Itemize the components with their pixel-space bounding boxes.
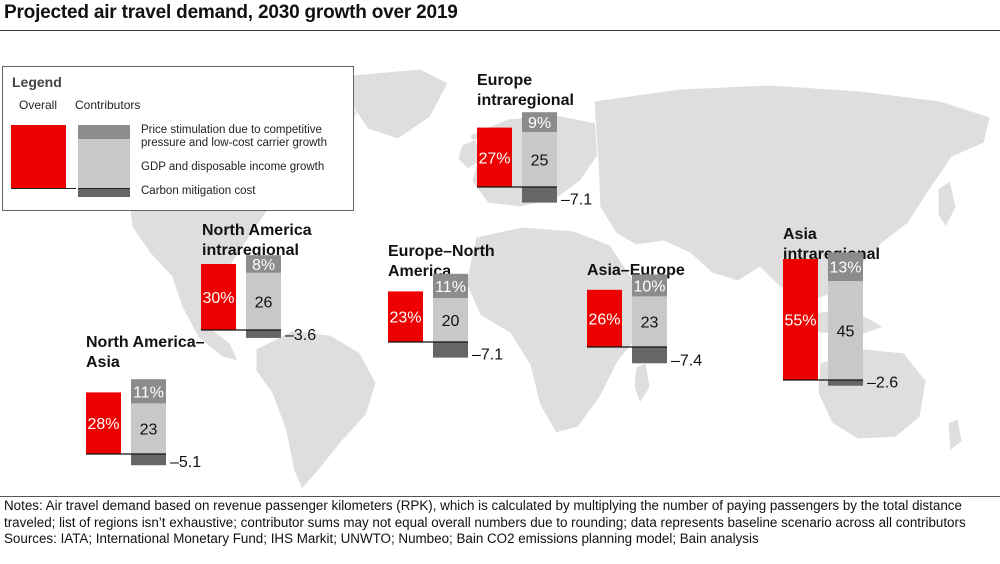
label-price-stimulation: 11% (435, 279, 466, 296)
region-title-na-intra: North America intraregional (202, 222, 312, 259)
label-carbon-cost: –3.6 (285, 327, 316, 344)
legend-overall-header: Overall (19, 98, 58, 112)
label-overall: 30% (202, 290, 234, 307)
label-price-stimulation: 8% (252, 257, 275, 274)
legend-contrib-baseline (78, 188, 130, 189)
label-price-stimulation: 10% (633, 278, 665, 295)
bar-overall (86, 392, 121, 454)
bar-carbon-cost (522, 187, 557, 203)
bar-price-stimulation (632, 274, 667, 297)
legend-swatch-overall (11, 125, 66, 189)
map-madagascar (633, 362, 651, 405)
label-price-stimulation: 11% (133, 384, 164, 401)
bar-gdp-income (632, 296, 667, 347)
label-carbon-cost: –5.1 (170, 454, 201, 471)
label-overall: 26% (588, 311, 620, 328)
label-gdp-income: 45 (837, 324, 855, 341)
bar-gdp-income (828, 281, 863, 380)
notes-rule (0, 496, 1000, 497)
label-gdp-income: 20 (442, 313, 460, 330)
bar-overall (201, 264, 236, 330)
label-gdp-income: 23 (641, 315, 659, 332)
map-africa (465, 226, 649, 434)
label-gdp-income: 23 (140, 422, 158, 439)
bar-overall (477, 127, 512, 187)
label-overall: 55% (784, 313, 816, 330)
label-carbon-cost: –7.1 (472, 347, 503, 364)
label-gdp-income: 26 (255, 294, 273, 311)
title-rule (0, 30, 1000, 31)
map-japan (937, 180, 957, 228)
bar-price-stimulation (131, 379, 166, 404)
legend-baseline (11, 188, 76, 189)
bar-gdp-income (522, 132, 557, 187)
label-gdp-income: 25 (531, 153, 549, 170)
legend-label-carbon-cost: Carbon mitigation cost (141, 185, 256, 197)
map-new-zealand (947, 418, 963, 453)
bar-carbon-cost (433, 342, 468, 358)
sources-text: Sources: IATA; International Monetary Fu… (4, 531, 759, 546)
map-south-america (255, 330, 377, 490)
notes: Notes: Air travel demand based on revenu… (4, 498, 998, 548)
legend-title: Legend (12, 74, 62, 90)
legend-contributors-header: Contributors (75, 98, 141, 112)
legend-swatch-gdp-income (78, 139, 130, 189)
bar-price-stimulation (433, 273, 468, 298)
bar-price-stimulation (522, 112, 557, 132)
label-price-stimulation: 9% (528, 115, 551, 132)
legend: Legend Overall Contributors Price stimul… (2, 66, 354, 211)
legend-label-gdp-income: GDP and disposable income growth (141, 161, 325, 173)
notes-text: Notes: Air travel demand based on revenu… (4, 498, 966, 530)
map-uk (457, 138, 481, 170)
bar-carbon-cost (131, 454, 166, 466)
legend-swatch-carbon-cost (78, 189, 130, 197)
label-overall: 23% (389, 310, 421, 327)
label-carbon-cost: –7.4 (671, 352, 702, 369)
label-carbon-cost: –2.6 (867, 375, 898, 392)
bar-price-stimulation (828, 252, 863, 281)
bar-overall (587, 289, 622, 347)
bar-overall (783, 259, 818, 380)
label-carbon-cost: –7.1 (561, 192, 592, 209)
bar-overall (388, 291, 423, 342)
bar-price-stimulation (246, 255, 281, 273)
legend-label-price-stimulation: Price stimulation due to competitive pre… (141, 124, 327, 149)
bar-carbon-cost (632, 347, 667, 364)
bar-gdp-income (433, 298, 468, 342)
bar-gdp-income (131, 403, 166, 454)
label-overall: 27% (478, 150, 510, 167)
bar-carbon-cost (828, 380, 863, 386)
bar-carbon-cost (246, 330, 281, 338)
region-title-na-asia: North America–Asia (86, 334, 205, 371)
label-price-stimulation: 13% (829, 260, 861, 277)
chart-title: Projected air travel demand, 2030 growth… (4, 2, 458, 23)
region-title-eu-intra: Europe intraregional (477, 72, 574, 109)
label-overall: 28% (87, 416, 119, 433)
legend-swatch-price-stimulation (78, 125, 130, 139)
bar-gdp-income (246, 272, 281, 330)
